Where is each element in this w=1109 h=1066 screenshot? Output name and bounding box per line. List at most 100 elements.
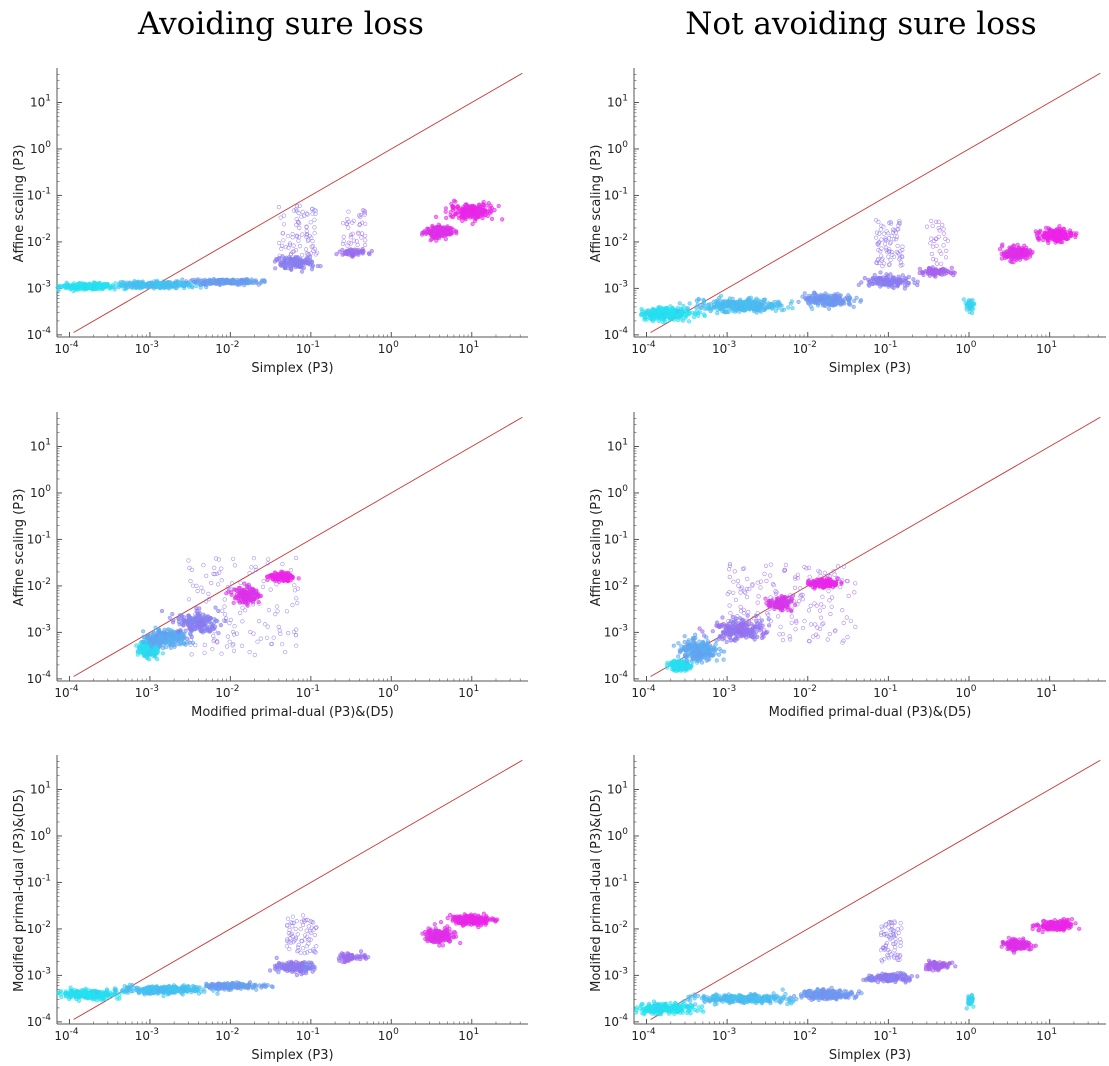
data-point (1036, 237, 1041, 242)
data-point (166, 636, 171, 641)
data-point (236, 596, 241, 601)
data-point (1007, 245, 1012, 250)
data-point (759, 303, 764, 308)
data-point (298, 259, 303, 264)
x-tick-label: 10-2 (793, 340, 817, 356)
data-point (315, 263, 320, 269)
x-tick-label: 10-4 (631, 684, 656, 700)
data-point (873, 235, 879, 240)
x-tick-label: 10-1 (296, 684, 320, 700)
data-point (359, 235, 364, 240)
data-point (181, 641, 187, 647)
data-point (747, 302, 752, 307)
data-point (672, 658, 677, 663)
data-point (273, 611, 278, 617)
data-point (210, 647, 215, 652)
x-tick-label: 101 (458, 684, 479, 700)
data-point (231, 600, 236, 605)
x-tick-label: 100 (956, 340, 977, 356)
data-point (195, 588, 200, 594)
data-point (711, 304, 717, 309)
data-point (268, 573, 273, 578)
data-point (1008, 259, 1013, 264)
data-point (282, 260, 287, 265)
data-point (273, 266, 278, 271)
data-point (167, 641, 172, 647)
data-point (423, 231, 429, 236)
data-point (231, 279, 236, 284)
data-point (194, 623, 199, 628)
data-point (220, 279, 225, 284)
y-axis-label: Affine scaling (P3) (12, 489, 27, 607)
x-tick-label: 10-2 (793, 684, 817, 700)
data-point (283, 245, 289, 250)
data-point (310, 239, 315, 244)
scatter-panel-2: 10-4 10-3 10-2 10-1 100 10110-410-310-210-110… (589, 68, 1106, 376)
data-point (1047, 227, 1053, 232)
data-point (936, 226, 941, 231)
x-tick-label: 10-1 (873, 340, 897, 356)
data-point (231, 556, 236, 561)
data-point (112, 284, 117, 290)
data-point (225, 644, 230, 649)
data-point (930, 223, 935, 228)
data-point (237, 588, 242, 593)
data-point (308, 220, 313, 225)
data-point (902, 286, 908, 291)
data-point (304, 255, 309, 261)
data-point (161, 645, 166, 651)
y-tick-label: 100 (607, 484, 628, 500)
data-point (232, 587, 237, 592)
data-point (355, 242, 360, 248)
data-point (685, 306, 691, 311)
data-point (1037, 232, 1042, 238)
data-point (168, 645, 174, 650)
x-tick-label: 10-4 (631, 340, 656, 356)
data-point (1054, 227, 1059, 232)
data-point (1019, 249, 1024, 254)
data-point (294, 596, 299, 601)
point-cluster (917, 265, 957, 279)
data-point (658, 316, 664, 322)
data-point (1073, 234, 1078, 240)
data-point (219, 578, 224, 583)
data-point (489, 216, 495, 221)
data-point (157, 644, 162, 649)
data-point (225, 277, 230, 282)
data-point (281, 222, 287, 227)
data-point (292, 583, 297, 588)
data-point (109, 284, 114, 289)
data-point (146, 640, 151, 645)
data-point (77, 281, 82, 286)
data-point (286, 630, 291, 636)
y-tick-label: 100 (30, 484, 51, 500)
data-point (645, 312, 650, 317)
data-point (215, 619, 220, 624)
data-point (463, 213, 468, 218)
data-point (696, 297, 701, 302)
data-point (888, 240, 893, 245)
data-point (905, 283, 910, 288)
data-point (852, 298, 857, 304)
data-point (225, 634, 230, 639)
x-axis-label: Modified primal-dual (P3)&(D5) (769, 705, 972, 720)
data-point (157, 637, 162, 642)
data-point (775, 299, 781, 304)
data-point (1068, 232, 1073, 237)
x-tick-label: 100 (956, 684, 977, 700)
data-point (715, 300, 720, 305)
y-tick-label: 10-4 (27, 670, 52, 686)
data-point (203, 281, 208, 287)
data-point (209, 622, 214, 627)
data-point (686, 663, 691, 668)
data-point (266, 607, 272, 613)
data-point (470, 221, 475, 227)
data-point (294, 643, 299, 648)
data-point (160, 651, 165, 656)
data-point (201, 563, 206, 568)
y-tick-label: 10-1 (27, 530, 51, 546)
data-point (345, 243, 350, 248)
data-point (735, 302, 740, 307)
data-point (363, 238, 368, 243)
x-tick-label: 10-2 (215, 340, 239, 356)
